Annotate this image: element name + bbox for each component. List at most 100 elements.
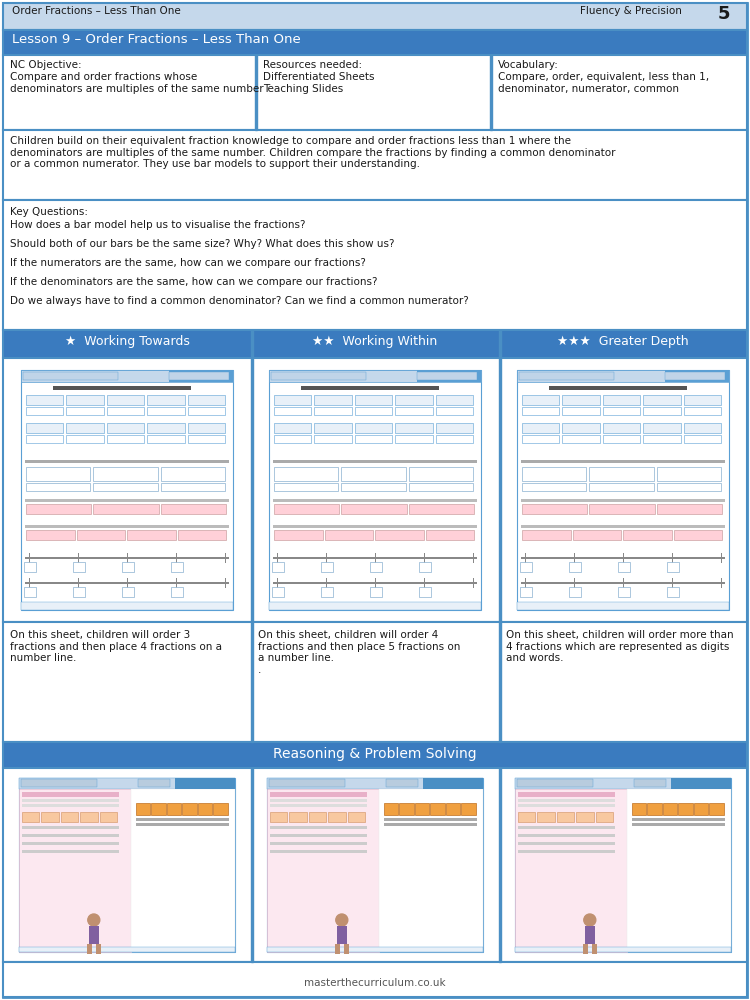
Bar (255, 55, 257, 130)
Bar (683, 395, 721, 405)
Bar (386, 779, 418, 787)
Bar (348, 812, 365, 822)
Bar (272, 562, 284, 572)
Text: ★  Working Towards: ★ Working Towards (64, 335, 190, 348)
Bar (325, 530, 373, 540)
Bar (21, 779, 97, 787)
Bar (19, 778, 235, 789)
Bar (520, 562, 532, 572)
Bar (273, 582, 477, 584)
Bar (22, 842, 119, 845)
Bar (515, 778, 731, 789)
Bar (269, 779, 344, 787)
Bar (314, 435, 352, 443)
Bar (19, 947, 235, 952)
Bar (23, 372, 118, 380)
Bar (178, 530, 226, 540)
Bar (3, 330, 747, 358)
Bar (670, 778, 731, 789)
Bar (370, 587, 382, 597)
Bar (301, 386, 439, 390)
Bar (683, 423, 721, 433)
Bar (78, 578, 79, 588)
Bar (632, 818, 724, 821)
Bar (160, 504, 226, 514)
Bar (22, 826, 119, 829)
Bar (138, 779, 170, 787)
Bar (22, 804, 119, 807)
Bar (409, 504, 474, 514)
Bar (521, 557, 725, 559)
Bar (272, 587, 284, 597)
Bar (3, 358, 747, 622)
Bar (522, 395, 560, 405)
Bar (22, 850, 119, 853)
Bar (26, 423, 64, 433)
Bar (384, 818, 476, 821)
Bar (341, 504, 406, 514)
Bar (274, 395, 311, 405)
Bar (662, 803, 677, 815)
Bar (518, 792, 615, 797)
Bar (3, 30, 747, 55)
Bar (436, 395, 473, 405)
Bar (499, 768, 500, 962)
Bar (490, 55, 491, 130)
Bar (574, 553, 575, 563)
Bar (518, 834, 615, 837)
Bar (592, 944, 597, 954)
Bar (25, 460, 229, 463)
Bar (721, 578, 722, 588)
Bar (160, 467, 225, 481)
Bar (251, 768, 253, 962)
Bar (270, 804, 368, 807)
Bar (3, 130, 747, 200)
Bar (618, 562, 630, 572)
Bar (3, 742, 747, 768)
Text: On this sheet, children will order 3
fractions and then place 4 fractions on a
n: On this sheet, children will order 3 fra… (10, 630, 222, 663)
Bar (341, 467, 406, 481)
Bar (678, 803, 692, 815)
Bar (557, 812, 574, 822)
Bar (25, 582, 229, 584)
Bar (170, 370, 233, 382)
Bar (683, 435, 721, 443)
Bar (127, 530, 176, 540)
Bar (93, 467, 158, 481)
Bar (147, 423, 184, 433)
Bar (122, 587, 134, 597)
Text: Compare and order fractions whose
denominators are multiples of the same number: Compare and order fractions whose denomi… (10, 72, 264, 94)
Bar (384, 803, 398, 815)
Bar (334, 944, 340, 954)
Bar (136, 823, 229, 826)
Bar (87, 944, 92, 954)
Bar (267, 778, 483, 952)
Bar (623, 578, 624, 588)
Circle shape (88, 914, 100, 926)
Bar (583, 944, 588, 954)
Bar (430, 803, 445, 815)
Bar (166, 803, 181, 815)
Bar (499, 330, 500, 358)
Bar (270, 834, 368, 837)
Bar (499, 622, 500, 742)
Text: If the denominators are the same, how can we compare our fractions?: If the denominators are the same, how ca… (10, 277, 377, 287)
Bar (176, 578, 177, 588)
Bar (106, 395, 144, 405)
Text: On this sheet, children will order more than
4 fractions which are represented a: On this sheet, children will order more … (506, 630, 734, 663)
Bar (683, 407, 721, 415)
Bar (73, 562, 85, 572)
Bar (618, 587, 630, 597)
Bar (425, 530, 474, 540)
Bar (273, 460, 477, 463)
Text: ★★  Working Within: ★★ Working Within (312, 335, 438, 348)
Bar (517, 779, 593, 787)
Bar (518, 812, 536, 822)
Bar (61, 812, 78, 822)
Bar (176, 553, 177, 563)
Bar (522, 407, 560, 415)
Circle shape (584, 914, 596, 926)
Bar (274, 407, 311, 415)
Bar (603, 407, 640, 415)
Bar (521, 460, 725, 463)
